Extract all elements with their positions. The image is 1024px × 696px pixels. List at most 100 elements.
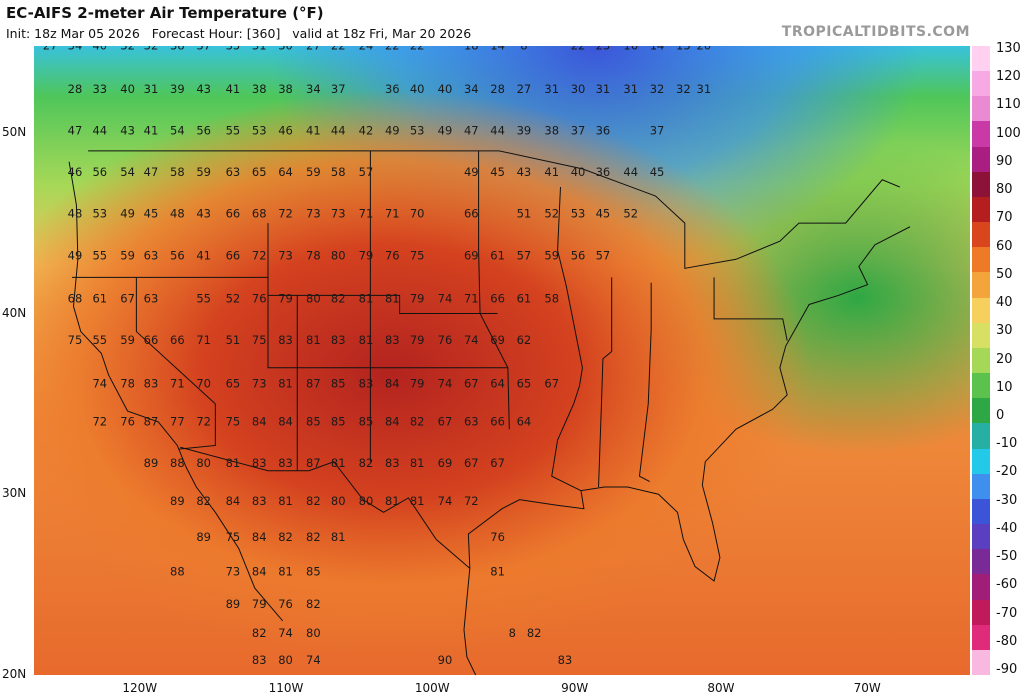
station-temp-label: 63 xyxy=(464,415,479,429)
colorbar-segment xyxy=(972,473,990,500)
station-temp-label: 80 xyxy=(306,292,321,306)
station-temp-label: 45 xyxy=(144,207,159,221)
station-temp-label: 76 xyxy=(120,415,135,429)
station-temp-label: 28 xyxy=(490,82,505,96)
station-temp-label: 22 xyxy=(331,46,346,53)
station-temp-label: 22 xyxy=(571,46,586,53)
station-temp-label: 89 xyxy=(226,597,241,611)
station-temp-label: 84 xyxy=(385,415,400,429)
station-temp-label: 75 xyxy=(226,530,241,544)
state-line-88w xyxy=(598,277,613,488)
station-temp-label: 82 xyxy=(359,456,374,470)
station-temp-label: 8 xyxy=(520,46,527,53)
colorbar-tick-label: 70 xyxy=(996,210,1013,226)
station-temp-label: 53 xyxy=(571,207,586,221)
station-temp-label: 59 xyxy=(120,333,135,347)
station-temp-label: 38 xyxy=(252,82,267,96)
station-temp-label: 53 xyxy=(92,207,107,221)
colorbar-segment xyxy=(972,96,990,122)
station-temp-label: 83 xyxy=(278,456,293,470)
colorbar-tick-label: 0 xyxy=(996,407,1005,423)
station-temp-label: 68 xyxy=(68,292,83,306)
station-temp-label: 40 xyxy=(120,82,135,96)
station-temp-label: 71 xyxy=(385,207,400,221)
station-temp-label: 42 xyxy=(359,124,374,138)
station-temp-label: 31 xyxy=(544,82,559,96)
station-temp-label: 63 xyxy=(144,292,159,306)
station-temp-label: 75 xyxy=(68,333,83,347)
colorbar-segment xyxy=(972,549,990,575)
station-temp-label: 47 xyxy=(144,165,159,179)
station-temp-label: 58 xyxy=(331,165,346,179)
colorbar-segment xyxy=(972,373,990,399)
colorbar-tick-label: 30 xyxy=(996,323,1013,339)
station-temp-label: 43 xyxy=(120,124,135,138)
station-temp-label: 64 xyxy=(490,377,505,391)
colorbar-tick-label: -20 xyxy=(996,464,1018,480)
station-temp-label: 63 xyxy=(226,165,241,179)
station-temp-label: 56 xyxy=(92,165,107,179)
colorbar-segment xyxy=(972,574,990,601)
station-temp-label: 78 xyxy=(120,377,135,391)
longitude-label: 120W xyxy=(122,681,158,695)
station-temp-label: 41 xyxy=(544,165,559,179)
station-temp-label: 74 xyxy=(464,333,479,347)
station-temp-label: 81 xyxy=(359,333,374,347)
colorbar-tick-label: 110 xyxy=(996,97,1021,113)
mexico-gulf-coastline xyxy=(463,568,477,675)
station-temp-label: 75 xyxy=(410,248,425,262)
longitude-label: 110W xyxy=(268,681,304,695)
station-temp-label: 49 xyxy=(120,207,135,221)
station-temp-label: 49 xyxy=(464,165,479,179)
map-subtitle: Init: 18z Mar 05 2026 Forecast Hour: [36… xyxy=(6,26,471,41)
station-temp-label: 57 xyxy=(359,165,374,179)
station-temp-label: 72 xyxy=(252,248,267,262)
station-temp-label: 51 xyxy=(226,333,241,347)
station-temp-label: 22 xyxy=(385,46,400,53)
station-temp-label: 79 xyxy=(252,597,267,611)
station-temp-label: 27 xyxy=(517,82,532,96)
station-temp-label: 32 xyxy=(676,82,691,96)
station-temp-label: 70 xyxy=(196,377,211,391)
station-temp-label: 76 xyxy=(385,248,400,262)
colorbar-segment xyxy=(972,71,990,97)
station-temp-label: 18 xyxy=(464,46,479,53)
station-temp-label: 31 xyxy=(252,46,267,53)
station-temp-label: 48 xyxy=(68,207,83,221)
station-temp-label: 47 xyxy=(464,124,479,138)
station-temp-label: 37 xyxy=(196,46,211,53)
station-temp-label: 57 xyxy=(517,248,532,262)
colorbar-tick-label: 130 xyxy=(996,41,1021,56)
station-temp-label: 32 xyxy=(650,82,665,96)
station-temp-label: 81 xyxy=(278,494,293,508)
station-temp-label: 30 xyxy=(278,46,293,53)
station-temp-label: 41 xyxy=(306,124,321,138)
station-temp-label: 74 xyxy=(438,377,453,391)
station-temp-label: 46 xyxy=(278,124,293,138)
station-temp-label: 80 xyxy=(196,456,211,470)
station-temp-label: 81 xyxy=(410,456,425,470)
station-temp-label: 84 xyxy=(278,415,293,429)
longitude-label: 90W xyxy=(561,681,589,695)
station-temp-label: 73 xyxy=(252,377,267,391)
station-temp-label: 40 xyxy=(410,82,425,96)
station-temp-label: 73 xyxy=(331,207,346,221)
station-temp-label: 55 xyxy=(226,124,241,138)
station-temp-label: 89 xyxy=(196,530,211,544)
station-temp-label: 73 xyxy=(226,565,241,579)
colorbar-tick-label: -80 xyxy=(996,633,1018,649)
station-temp-label: 82 xyxy=(331,292,346,306)
station-temp-label: 83 xyxy=(252,653,267,667)
station-temp-label: 31 xyxy=(144,82,159,96)
colorbar-segment xyxy=(972,423,990,450)
station-temp-label: 28 xyxy=(68,82,83,96)
station-temp-label: 45 xyxy=(650,165,665,179)
station-temp-label: 39 xyxy=(170,82,185,96)
station-temp-label: 80 xyxy=(306,626,321,640)
station-temp-label: 74 xyxy=(306,653,321,667)
station-temp-label: 58 xyxy=(544,292,559,306)
station-temp-label: 81 xyxy=(331,456,346,470)
station-temp-label: 37 xyxy=(571,124,586,138)
state-line-37n xyxy=(267,223,508,369)
forecast-hour: Forecast Hour: [360] xyxy=(151,26,281,41)
